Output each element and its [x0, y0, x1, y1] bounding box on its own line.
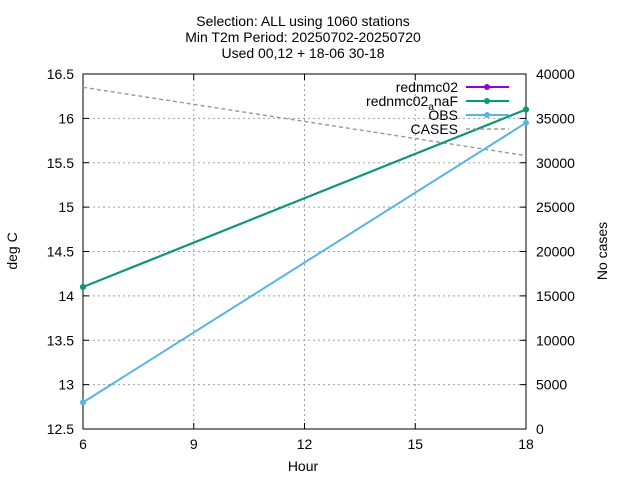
- series-line-obs: [82, 121, 527, 404]
- y2-tick-label: 5000: [536, 377, 567, 393]
- x-tick-label: 15: [407, 436, 423, 452]
- y2-axis-label: No cases: [594, 222, 610, 280]
- y2-tick-label: 10000: [536, 332, 575, 348]
- y2-tick-label: 20000: [536, 244, 575, 260]
- y2-tick-label: 35000: [536, 110, 575, 126]
- chart-title-line-2: Min T2m Period: 20250702-20250720: [185, 29, 421, 45]
- x-tick-label: 9: [190, 436, 198, 452]
- y-tick-label: 16.5: [47, 66, 74, 82]
- legend-swatch-marker: [484, 112, 490, 118]
- chart-title-line-1: Selection: ALL using 1060 stations: [196, 13, 410, 29]
- y-tick-label: 13: [58, 377, 74, 393]
- x-tick-label: 12: [297, 436, 313, 452]
- series-line-cases: [82, 86, 527, 157]
- y2-tick-label: 0: [536, 421, 544, 437]
- y2-tick-label: 15000: [536, 288, 575, 304]
- series-line-rednmc02-naf: [82, 108, 527, 288]
- y-tick-label: 13.5: [47, 332, 74, 348]
- x-tick-label: 18: [518, 436, 534, 452]
- y-tick-label: 12.5: [47, 421, 74, 437]
- y-axis-label: deg C: [4, 232, 20, 269]
- y2-tick-label: 25000: [536, 199, 575, 215]
- data-point-obs: [80, 399, 86, 406]
- ticks: 6 9 12 15 18 12.5 13 13.5 14 14.5 15 15.5 16 16.5 0 500…: [47, 66, 575, 452]
- legend-swatch-marker: [484, 84, 490, 90]
- grid: [83, 74, 526, 429]
- y2-tick-label: 40000: [536, 66, 575, 82]
- data-point-obs: [523, 119, 529, 126]
- x-axis-label: Hour: [288, 458, 319, 474]
- legend-label-rednmc02-naf: rednmc02anaF: [366, 93, 458, 113]
- y-tick-label: 15: [58, 199, 74, 215]
- chart-title-line-3: Used 00,12 + 18-06 30-18: [221, 45, 384, 61]
- series-layer: [80, 86, 529, 406]
- legend-label-obs: OBS: [428, 107, 458, 123]
- y-tick-label: 14: [58, 288, 74, 304]
- data-point-rednmc02-naf: [80, 284, 86, 290]
- legend-label-cases: CASES: [411, 121, 458, 137]
- data-point-rednmc02-naf: [523, 106, 529, 113]
- y-tick-label: 16: [58, 110, 74, 126]
- x-tick-label: 6: [79, 436, 87, 452]
- legend-label-rednmc02: rednmc02: [396, 79, 458, 95]
- y-tick-label: 14.5: [47, 244, 74, 260]
- legend-swatch-marker: [484, 98, 490, 104]
- y2-tick-label: 30000: [536, 155, 575, 171]
- y-tick-label: 15.5: [47, 155, 74, 171]
